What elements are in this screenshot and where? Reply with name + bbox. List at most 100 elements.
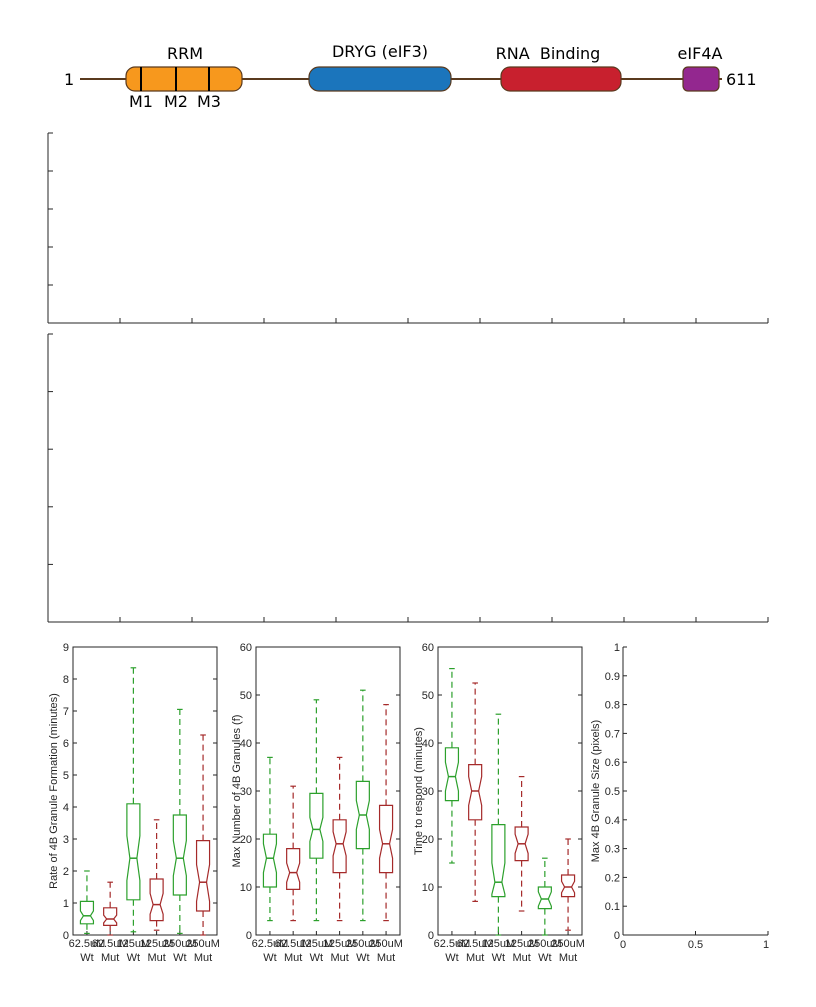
domain-rna-binding [500, 66, 622, 92]
x-tick-label: 250uM [528, 938, 562, 950]
box-mut [378, 703, 394, 922]
y-tick-label: 0.4 [605, 815, 620, 827]
y-tick-label: 0 [614, 930, 620, 942]
domain-eif4a [682, 66, 720, 92]
x-tick-label: 125uM [140, 938, 174, 950]
x-tick-label-group: Mut [377, 952, 395, 964]
box-mut [286, 785, 301, 922]
y-tick-label: 10 [240, 882, 252, 894]
notched-box [468, 763, 483, 821]
y-axis-title: Time to respond (minutes) [413, 727, 425, 855]
notched-box [103, 907, 118, 927]
box-mut [468, 682, 483, 903]
y-axis-title: Max Number of 4B Granules (f) [231, 715, 243, 868]
y-tick-label: 5 [63, 770, 69, 782]
notched-box [560, 874, 576, 898]
x-tick-label: 62.5uM [457, 938, 494, 950]
domain-label-rna-binding: RNA Binding [496, 44, 601, 63]
notched-box [444, 747, 460, 802]
x-tick-label: 250uM [163, 938, 197, 950]
x-tick-label: 62.5uM [434, 938, 471, 950]
y-tick-label: 20 [240, 834, 252, 846]
x-tick-label: 62.5uM [92, 938, 129, 950]
y-tick-label: 8 [63, 674, 69, 686]
x-tick-label-group: Wt [173, 952, 186, 964]
x-tick-label: 0.5 [688, 939, 703, 951]
notched-box [355, 780, 370, 850]
notched-box [537, 886, 552, 910]
y-tick-label: 50 [422, 690, 434, 702]
box-wt [355, 689, 370, 922]
x-tick-label-group: Mut [284, 952, 302, 964]
box-mut [560, 838, 576, 931]
x-tick-label: 62.5uM [275, 938, 312, 950]
y-tick-label: 0.7 [605, 728, 620, 740]
blank-size-panel: 0 0.1 0.2 0.3 0.4 0.5 0.6 0.7 0.8 0.9 1 0 0.5 1 Max 4B… [590, 642, 769, 951]
x-tick-label: 250uM [551, 938, 585, 950]
x-tick-label-group: Mut [147, 952, 165, 964]
box-mut [514, 775, 529, 912]
x-tick-label: 0 [620, 939, 626, 951]
x-tick-label-group: Wt [538, 952, 551, 964]
notched-box [195, 839, 211, 912]
notched-box [309, 792, 324, 859]
plot-frame [437, 646, 583, 936]
plot-frame [72, 646, 218, 936]
x-tick-label-group: Wt [445, 952, 458, 964]
notched-box [491, 823, 506, 898]
boxplot-panel-3: 0 10 20 30 40 50 60 Time to respond (minutes) 62… [413, 642, 585, 964]
notched-box [79, 900, 95, 925]
notched-box [514, 826, 529, 862]
box-wt [126, 667, 141, 933]
y-tick-label: 0.8 [605, 700, 620, 712]
y-tick-label: 6 [63, 738, 69, 750]
charts-layer: 0 1 2 3 4 5 6 7 8 9 Rate of 4B Granule Formation (… [47, 132, 769, 964]
blank-panel-1 [47, 132, 769, 324]
y-tick-label: 0.3 [605, 844, 620, 856]
box-mut [103, 881, 118, 936]
domain-label-dryg: DRYG (eIF3) [332, 42, 428, 61]
x-tick-label: 1 [763, 939, 769, 951]
y-tick-label: 60 [422, 642, 434, 654]
y-tick-label: 60 [240, 642, 252, 654]
x-tick-label-group: Mut [559, 952, 577, 964]
x-tick-label: 125uM [117, 938, 151, 950]
notched-box [286, 847, 301, 891]
y-tick-label: 9 [63, 642, 69, 654]
box-wt [79, 870, 95, 935]
notched-box [262, 833, 278, 888]
y-axis-title: Rate of 4B Granule Formation (minutes) [48, 693, 60, 889]
domain-label-eif4a: eIF4A [678, 44, 723, 63]
x-tick-label: 125uM [482, 938, 516, 950]
x-tick-label: 250uM [369, 938, 403, 950]
box-wt [172, 708, 187, 935]
box-wt [309, 699, 324, 922]
box-mut [195, 734, 211, 936]
domain-label-rrm: RRM [167, 44, 203, 63]
plot-frame [255, 646, 401, 936]
x-tick-label-group: Wt [310, 952, 323, 964]
boxplot-panel-1: 0 1 2 3 4 5 6 7 8 9 Rate of 4B Granule Formation (… [48, 642, 220, 964]
y-tick-label: 0 [428, 930, 434, 942]
y-tick-label: 0.2 [605, 872, 620, 884]
box-wt [444, 667, 460, 864]
x-tick-label-group: Wt [263, 952, 276, 964]
y-tick-label: 0.1 [605, 901, 620, 913]
box-wt [537, 857, 552, 936]
motif-label-m3: M3 [197, 92, 221, 111]
protein-start-label: 1 [64, 70, 74, 89]
y-tick-label: 0.6 [605, 757, 620, 769]
y-tick-label: 0 [246, 930, 252, 942]
x-tick-label-group: Wt [80, 952, 93, 964]
notched-box [149, 878, 164, 922]
notched-box [378, 804, 394, 874]
y-tick-label: 0 [63, 930, 69, 942]
x-tick-label-group: Mut [512, 952, 530, 964]
box-mut [149, 819, 164, 931]
domain-map: 1 611 RRM M1 M2 M3 DRYG (eIF3) RNA Bindi… [64, 42, 757, 111]
x-tick-label: 250uM [346, 938, 380, 950]
notched-box [332, 819, 347, 874]
y-tick-label: 2 [63, 866, 69, 878]
y-tick-label: 7 [63, 706, 69, 718]
